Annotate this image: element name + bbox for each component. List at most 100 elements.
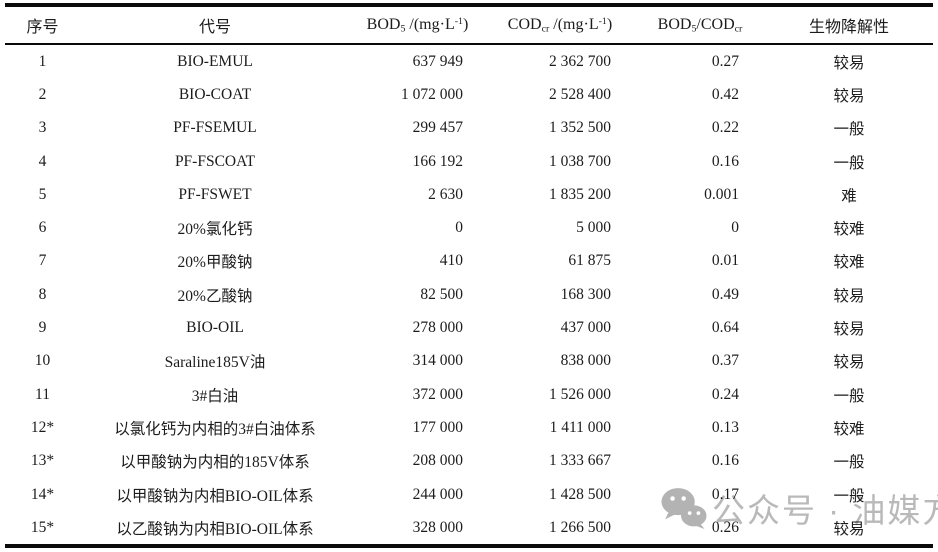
ratio-cell: 0.001 (704, 185, 739, 203)
index-cell: 10 (34, 352, 51, 370)
index-cell: 7 (38, 252, 47, 270)
cod-cell: 5 000 (576, 219, 611, 237)
ratio-cell: 0.22 (711, 119, 739, 137)
index-cell: 3 (38, 119, 47, 137)
ratio-cell: 0.27 (711, 52, 739, 70)
col-header-bod5: BOD5 /(mg·L-1) (350, 5, 485, 45)
biodegradability-cell: 较难 (833, 221, 865, 239)
code-cell: 以甲酸钠为内相BIO-OIL体系 (116, 487, 314, 505)
col-header-cod: CODcr /(mg·L-1) (485, 5, 635, 45)
table-body: 1 BIO-EMUL 637 949 2 362 700 0.27 较易 2 BIO-COAT… (5, 44, 933, 546)
cod-cell: 1 411 000 (549, 418, 611, 436)
index-cell: 4 (38, 152, 47, 170)
index-cell: 2 (38, 85, 47, 103)
cod-cell: 2 528 400 (549, 85, 611, 103)
bod-cell: 244 000 (412, 485, 463, 503)
index-cell: 13* (30, 452, 55, 470)
biodegradability-cell: 较难 (833, 420, 865, 438)
bod-cell: 166 192 (412, 152, 463, 170)
index-cell: 6 (38, 219, 47, 237)
col-header-ratio: BOD5/CODcr (635, 5, 765, 45)
biodegradability-table: 序号 代号 BOD5 /(mg·L-1) CODcr /(mg·L-1) BOD… (5, 3, 933, 549)
cod-cell: 1 526 000 (549, 385, 611, 403)
code-cell: 20%甲酸钠 (177, 254, 253, 272)
index-cell: 12* (30, 418, 55, 436)
biodegradability-cell: 一般 (833, 487, 865, 505)
ratio-cell: 0.01 (711, 252, 739, 270)
bod-cell: 410 (439, 252, 463, 270)
biodegradability-cell: 一般 (833, 154, 865, 172)
ratio-cell: 0.37 (711, 352, 739, 370)
col-header-biodegradability: 生物降解性 (765, 5, 933, 45)
code-cell: 20%氯化钙 (177, 221, 253, 239)
bod-cell: 299 457 (412, 119, 463, 137)
code-cell: BIO-OIL (186, 319, 244, 337)
bod-cell: 278 000 (412, 319, 463, 337)
cod-cell: 838 000 (560, 352, 611, 370)
ratio-cell: 0.42 (711, 85, 739, 103)
biodegradability-cell: 较易 (833, 54, 865, 72)
table-row: 2 BIO-COAT 1 072 000 2 528 400 0.42 较易 (5, 78, 933, 111)
bod-cell: 328 000 (412, 518, 463, 536)
index-cell: 11 (35, 385, 50, 403)
biodegradability-cell: 一般 (833, 387, 865, 405)
code-cell: 以氯化钙为内相的3#白油体系 (114, 420, 316, 438)
code-cell: 3#白油 (191, 387, 239, 405)
cod-cell: 1 352 500 (549, 119, 611, 137)
index-cell: 14* (30, 485, 55, 503)
biodegradability-cell: 较易 (833, 520, 865, 538)
table-row: 5 PF-FSWET 2 630 1 835 200 0.001 难 (5, 178, 933, 211)
bod-cell: 0 (455, 219, 463, 237)
bod-cell: 1 072 000 (401, 85, 463, 103)
col-header-code: 代号 (80, 5, 350, 45)
biodegradability-cell: 较难 (833, 254, 865, 272)
bod-cell: 637 949 (412, 52, 463, 70)
cod-cell: 1 038 700 (549, 152, 611, 170)
ratio-cell: 0.64 (711, 319, 739, 337)
biodegradability-cell: 较易 (833, 287, 865, 305)
index-cell: 8 (38, 285, 47, 303)
code-cell: 以甲酸钠为内相的185V体系 (120, 454, 310, 472)
cod-cell: 168 300 (560, 285, 611, 303)
index-cell: 5 (38, 185, 47, 203)
table-row: 1 BIO-EMUL 637 949 2 362 700 0.27 较易 (5, 44, 933, 78)
biodegradability-cell: 难 (841, 187, 857, 205)
table-row: 9 BIO-OIL 278 000 437 000 0.64 较易 (5, 311, 933, 344)
table-row: 3 PF-FSEMUL 299 457 1 352 500 0.22 一般 (5, 112, 933, 145)
biodegradability-cell: 较易 (833, 87, 865, 105)
table-row: 13* 以甲酸钠为内相的185V体系 208 000 1 333 667 0.16 一般 (5, 445, 933, 478)
ratio-cell: 0.13 (711, 418, 739, 436)
table-row: 14* 以甲酸钠为内相BIO-OIL体系 244 000 1 428 500 0.17 一… (5, 478, 933, 511)
bod-cell: 314 000 (412, 352, 463, 370)
cod-cell: 437 000 (560, 319, 611, 337)
code-cell: 以乙酸钠为内相BIO-OIL体系 (116, 520, 314, 538)
table-row: 15* 以乙酸钠为内相BIO-OIL体系 328 000 1 266 500 0.26 较… (5, 511, 933, 546)
index-cell: 1 (38, 52, 47, 70)
code-cell: PF-FSCOAT (174, 152, 256, 170)
biodegradability-cell: 一般 (833, 121, 865, 139)
table-row: 8 20%乙酸钠 82 500 168 300 0.49 较易 (5, 278, 933, 311)
biodegradability-cell: 较易 (833, 354, 865, 372)
code-cell: Saraline185V油 (164, 354, 266, 372)
table-row: 7 20%甲酸钠 410 61 875 0.01 较难 (5, 245, 933, 278)
table-row: 11 3#白油 372 000 1 526 000 0.24 一般 (5, 378, 933, 411)
table-row: 6 20%氯化钙 0 5 000 0 较难 (5, 211, 933, 244)
code-cell: PF-FSEMUL (173, 119, 257, 137)
cod-cell: 1 266 500 (549, 518, 611, 536)
code-cell: 20%乙酸钠 (177, 287, 253, 305)
table-row: 10 Saraline185V油 314 000 838 000 0.37 较易 (5, 345, 933, 378)
ratio-cell: 0.16 (711, 452, 739, 470)
bod-cell: 177 000 (412, 418, 463, 436)
cod-cell: 1 333 667 (549, 452, 611, 470)
ratio-cell: 0.24 (711, 385, 739, 403)
cod-cell: 1 835 200 (549, 185, 611, 203)
cod-cell: 61 875 (568, 252, 611, 270)
code-cell: BIO-COAT (178, 85, 252, 103)
ratio-cell: 0.49 (711, 285, 739, 303)
ratio-cell: 0.16 (711, 152, 739, 170)
bod-cell: 2 630 (428, 185, 463, 203)
bod-cell: 208 000 (412, 452, 463, 470)
index-cell: 15* (30, 518, 55, 536)
code-cell: BIO-EMUL (177, 52, 253, 70)
